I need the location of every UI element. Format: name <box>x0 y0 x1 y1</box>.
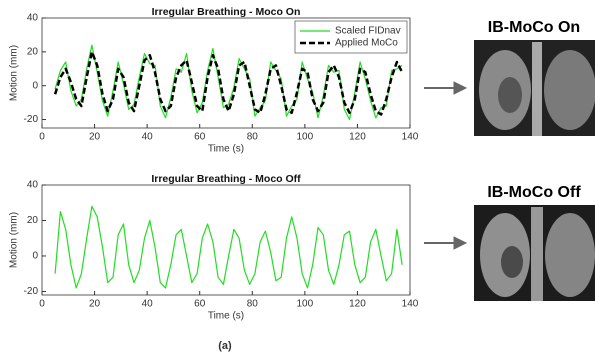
mri-image <box>474 40 595 136</box>
y-tick-label: 20 <box>27 215 39 226</box>
arrow-head <box>454 237 466 249</box>
x-tick-label: 20 <box>89 132 101 143</box>
spine <box>531 207 543 301</box>
legend-label: Scaled FIDnav <box>335 26 401 37</box>
y-axis-label: Motion (mm) <box>9 45 20 101</box>
x-tick-label: 100 <box>297 132 314 143</box>
shade <box>498 77 522 113</box>
y-tick-label: -20 <box>24 114 39 125</box>
y-tick-label: 0 <box>32 80 38 91</box>
shade <box>501 246 523 278</box>
x-tick-label: 0 <box>39 132 45 143</box>
kidney <box>544 50 595 130</box>
x-tick-label: 140 <box>402 132 419 143</box>
x-tick-label: 20 <box>89 299 101 310</box>
y-tick-label: -20 <box>24 286 39 297</box>
x-tick-label: 120 <box>349 299 366 310</box>
x-axis-label: Time (s) <box>208 144 244 155</box>
x-tick-label: 100 <box>297 299 314 310</box>
legend-label: Applied MoCo <box>335 38 398 49</box>
x-tick-label: 120 <box>349 132 366 143</box>
chart-title: Irregular Breathing - Moco On <box>152 6 301 18</box>
plot-area <box>42 185 410 295</box>
image-label: IB-MoCo Off <box>487 184 581 201</box>
x-tick-label: 140 <box>402 299 419 310</box>
y-tick-label: 20 <box>27 46 39 57</box>
x-tick-label: 60 <box>194 132 206 143</box>
arrow-head <box>454 82 466 94</box>
y-tick-label: 0 <box>32 251 38 262</box>
panel-label: (a) <box>218 340 232 352</box>
arrows <box>424 82 466 249</box>
x-tick-label: 40 <box>142 299 154 310</box>
spine <box>532 42 542 136</box>
x-tick-label: 80 <box>247 299 259 310</box>
x-tick-label: 60 <box>194 299 206 310</box>
y-tick-label: 40 <box>27 180 39 191</box>
figure: IB-MoCo On IB-MoCo Off (a) 0 20 40 60 80 100 1… <box>0 0 595 360</box>
y-axis-label: Motion (mm) <box>9 212 20 268</box>
x-tick-label: 80 <box>247 132 259 143</box>
y-tick-label: 40 <box>27 13 39 24</box>
image-label: IB-MoCo On <box>488 19 580 36</box>
kidney <box>545 213 595 297</box>
x-tick-label: 0 <box>39 299 45 310</box>
mri-image <box>474 205 595 301</box>
x-axis-label: Time (s) <box>208 311 244 322</box>
chart-title: Irregular Breathing - Moco Off <box>151 173 301 185</box>
x-tick-label: 40 <box>142 132 154 143</box>
